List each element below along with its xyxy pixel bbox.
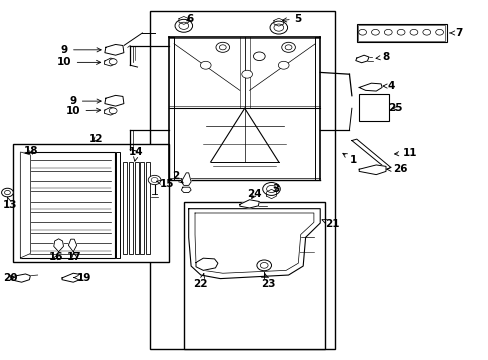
Polygon shape bbox=[104, 107, 115, 115]
Text: 21: 21 bbox=[321, 219, 339, 229]
Polygon shape bbox=[105, 95, 123, 106]
Bar bbox=[134, 162, 138, 253]
Bar bbox=[122, 162, 126, 253]
Bar bbox=[115, 152, 120, 258]
Circle shape bbox=[151, 177, 158, 183]
Bar bbox=[146, 162, 150, 253]
Circle shape bbox=[278, 61, 288, 69]
Circle shape bbox=[285, 45, 291, 50]
Circle shape bbox=[262, 183, 280, 195]
Bar bbox=[356, 24, 446, 42]
Bar bbox=[20, 152, 114, 258]
Circle shape bbox=[396, 30, 404, 35]
Text: 18: 18 bbox=[24, 145, 39, 156]
Text: 17: 17 bbox=[67, 252, 81, 262]
Bar bbox=[140, 162, 144, 253]
Polygon shape bbox=[239, 200, 259, 208]
Polygon shape bbox=[359, 165, 385, 175]
Polygon shape bbox=[355, 55, 368, 63]
Bar bbox=[128, 162, 132, 253]
Text: 25: 25 bbox=[387, 103, 402, 113]
Text: 16: 16 bbox=[49, 252, 63, 262]
Text: 4: 4 bbox=[382, 81, 394, 91]
Circle shape bbox=[1, 188, 13, 197]
Text: 9: 9 bbox=[61, 45, 101, 55]
Polygon shape bbox=[181, 173, 191, 185]
Polygon shape bbox=[179, 17, 188, 24]
Bar bbox=[149, 12, 334, 348]
Circle shape bbox=[219, 45, 226, 50]
Polygon shape bbox=[20, 152, 30, 258]
Circle shape bbox=[260, 262, 267, 268]
Text: 2: 2 bbox=[172, 171, 183, 183]
Text: 13: 13 bbox=[2, 197, 17, 210]
Text: 7: 7 bbox=[449, 28, 462, 38]
Circle shape bbox=[384, 30, 391, 35]
Polygon shape bbox=[105, 44, 123, 55]
Text: 11: 11 bbox=[394, 148, 417, 158]
Circle shape bbox=[266, 185, 276, 193]
Polygon shape bbox=[351, 139, 390, 169]
Circle shape bbox=[200, 61, 211, 69]
Polygon shape bbox=[196, 258, 218, 270]
Text: 1: 1 bbox=[342, 153, 357, 165]
Polygon shape bbox=[188, 209, 320, 279]
Text: 24: 24 bbox=[246, 189, 261, 199]
Circle shape bbox=[256, 260, 271, 271]
Circle shape bbox=[273, 24, 283, 31]
Circle shape bbox=[358, 30, 366, 35]
Text: 15: 15 bbox=[156, 179, 174, 189]
Circle shape bbox=[216, 42, 229, 52]
Circle shape bbox=[269, 21, 287, 34]
Bar bbox=[359, 94, 388, 121]
Bar bbox=[358, 25, 445, 41]
Polygon shape bbox=[104, 58, 115, 66]
Circle shape bbox=[281, 42, 295, 52]
Text: 19: 19 bbox=[74, 273, 91, 283]
Circle shape bbox=[109, 59, 117, 64]
Circle shape bbox=[253, 52, 264, 60]
Circle shape bbox=[435, 30, 443, 35]
Circle shape bbox=[371, 30, 379, 35]
Text: 26: 26 bbox=[386, 164, 407, 174]
Text: 22: 22 bbox=[193, 274, 208, 289]
Circle shape bbox=[109, 108, 117, 114]
Text: 5: 5 bbox=[282, 14, 301, 24]
Polygon shape bbox=[195, 213, 313, 273]
Polygon shape bbox=[359, 83, 381, 91]
Text: 14: 14 bbox=[129, 147, 143, 161]
Text: 20: 20 bbox=[2, 273, 17, 283]
Circle shape bbox=[409, 30, 417, 35]
Text: 9: 9 bbox=[69, 96, 101, 106]
Text: 10: 10 bbox=[57, 57, 101, 67]
Polygon shape bbox=[68, 239, 77, 252]
Text: 10: 10 bbox=[66, 106, 101, 116]
Circle shape bbox=[241, 70, 252, 78]
Text: 23: 23 bbox=[260, 274, 275, 289]
Text: 6: 6 bbox=[186, 14, 193, 24]
Circle shape bbox=[422, 30, 430, 35]
Polygon shape bbox=[273, 18, 283, 26]
Text: 12: 12 bbox=[89, 134, 103, 144]
Circle shape bbox=[4, 190, 10, 195]
Circle shape bbox=[148, 175, 161, 185]
Polygon shape bbox=[181, 187, 191, 193]
Polygon shape bbox=[62, 273, 81, 282]
Circle shape bbox=[179, 22, 188, 30]
Polygon shape bbox=[11, 274, 30, 282]
Bar bbox=[183, 202, 325, 348]
Circle shape bbox=[175, 19, 192, 32]
Bar bbox=[13, 144, 169, 262]
Text: 3: 3 bbox=[272, 184, 280, 194]
Polygon shape bbox=[54, 239, 63, 252]
Polygon shape bbox=[266, 189, 276, 199]
Text: 8: 8 bbox=[375, 52, 389, 62]
